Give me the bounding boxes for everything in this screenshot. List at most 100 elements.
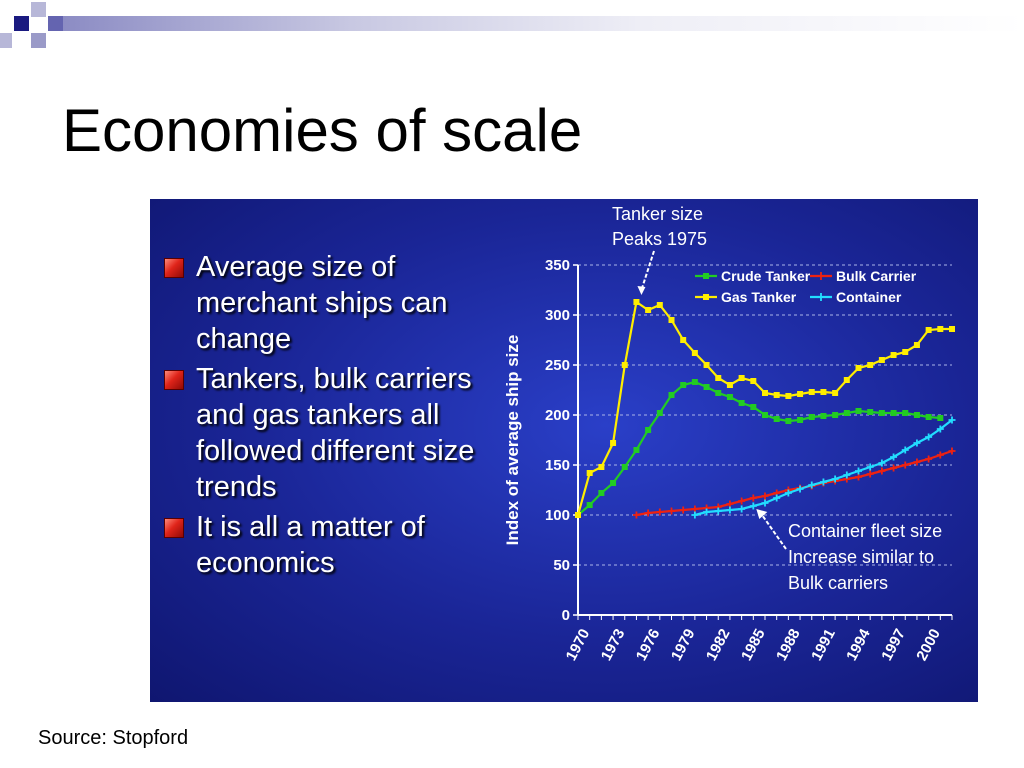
- bullet-text: Average size of merchant ships can chang…: [196, 251, 448, 355]
- data-point: [878, 467, 886, 475]
- data-point: [680, 337, 687, 343]
- data-point: [762, 412, 768, 418]
- series-line: [694, 419, 953, 517]
- data-point: [656, 410, 663, 416]
- data-point: [855, 467, 862, 475]
- data-point: [867, 409, 874, 415]
- data-point: [632, 511, 640, 519]
- data-point: [925, 433, 933, 441]
- data-point: [831, 475, 839, 483]
- legend-label: Bulk Carrier: [836, 268, 917, 284]
- data-point: [726, 506, 734, 514]
- data-point: [773, 494, 781, 502]
- bullet-item: Average size of merchant ships can chang…: [162, 249, 492, 357]
- data-point: [867, 362, 874, 368]
- data-point: [668, 317, 675, 323]
- data-point: [715, 390, 722, 396]
- y-tick-label: 350: [545, 257, 570, 274]
- data-point: [645, 307, 652, 313]
- x-tick-label: 1991: [808, 626, 839, 663]
- y-tick-label: 300: [545, 307, 570, 324]
- data-point: [878, 459, 886, 467]
- legend-label: Container: [836, 289, 902, 305]
- x-tick-label: 2000: [913, 626, 944, 663]
- data-point: [890, 410, 897, 416]
- data-point: [703, 384, 710, 390]
- data-point: [598, 490, 605, 496]
- data-point: [691, 511, 699, 519]
- x-tick-label: 1982: [703, 626, 734, 663]
- data-point: [866, 463, 874, 471]
- square-bullet-icon: [164, 518, 184, 538]
- data-point: [703, 508, 711, 516]
- data-point: [901, 446, 909, 454]
- series-line: [576, 300, 952, 516]
- data-point: [901, 461, 909, 469]
- data-point: [691, 505, 699, 513]
- bullet-text: It is all a matter of economics: [196, 511, 425, 579]
- data-point: [913, 412, 920, 418]
- legend-label: Crude Tanker: [721, 268, 811, 284]
- legend-label: Gas Tanker: [721, 289, 797, 305]
- data-point: [738, 375, 745, 381]
- data-point: [948, 447, 956, 455]
- data-point: [797, 417, 804, 423]
- data-point: [762, 390, 768, 396]
- data-point: [586, 470, 593, 476]
- annotation-text: Peaks 1975: [612, 229, 707, 249]
- data-point: [761, 492, 769, 500]
- x-tick-label: 1988: [773, 626, 804, 663]
- x-tick-label: 1994: [843, 626, 874, 664]
- bullet-item: It is all a matter of economics: [162, 509, 492, 581]
- x-tick-label: 1970: [563, 626, 594, 663]
- annotation-text: Increase similar to: [788, 547, 934, 567]
- data-point: [878, 357, 885, 363]
- legend-marker: [817, 272, 825, 280]
- data-point: [855, 473, 862, 481]
- data-point: [878, 410, 885, 416]
- data-point: [726, 500, 734, 508]
- slide-title: Economies of scale: [62, 97, 583, 164]
- annotation-arrow: [760, 513, 787, 550]
- data-point: [902, 349, 909, 355]
- data-point: [784, 489, 792, 497]
- data-point: [586, 502, 593, 508]
- data-point: [610, 480, 617, 486]
- data-point: [843, 410, 850, 416]
- data-point: [750, 378, 757, 384]
- square-bullet-icon: [164, 370, 184, 390]
- data-point: [691, 350, 698, 356]
- data-point: [843, 471, 851, 479]
- data-point: [890, 453, 898, 461]
- data-point: [621, 464, 628, 470]
- data-point: [936, 451, 944, 459]
- data-point: [820, 413, 827, 419]
- data-point: [855, 365, 862, 371]
- annotation-text: Tanker size: [612, 204, 703, 224]
- data-point: [680, 382, 687, 388]
- data-point: [726, 394, 733, 400]
- x-tick-label: 1997: [878, 626, 909, 663]
- data-point: [937, 415, 944, 421]
- annotation-arrow: [640, 250, 655, 291]
- legend-marker: [703, 273, 709, 279]
- data-point: [855, 408, 862, 414]
- x-tick-label: 1976: [633, 626, 664, 663]
- data-point: [575, 512, 581, 518]
- data-point: [749, 502, 757, 510]
- data-point: [668, 392, 675, 398]
- series-line: [636, 449, 953, 517]
- data-point: [913, 342, 920, 348]
- bullet-text: Tankers, bulk carriers and gas tankers a…: [196, 363, 475, 503]
- data-point: [808, 389, 815, 395]
- x-tick-label: 1979: [668, 626, 699, 663]
- y-tick-label: 250: [545, 357, 570, 374]
- data-point: [902, 410, 909, 416]
- data-point: [645, 427, 652, 433]
- y-tick-label: 0: [562, 607, 570, 624]
- data-point: [633, 299, 640, 305]
- y-tick-label: 50: [553, 557, 570, 574]
- data-point: [656, 508, 664, 516]
- data-point: [714, 507, 722, 515]
- data-point: [937, 326, 944, 332]
